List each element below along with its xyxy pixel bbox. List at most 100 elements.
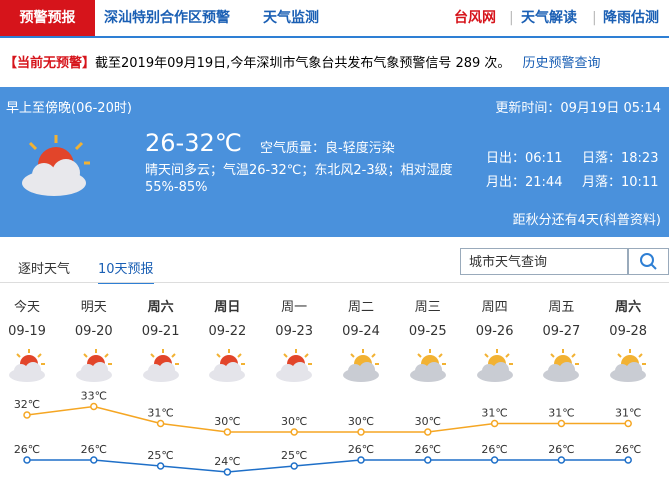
low-label: 26℃ bbox=[415, 443, 441, 456]
sun-ray bbox=[304, 353, 309, 358]
cloud bbox=[425, 362, 442, 378]
today-panel: 早上至傍晚(06-20时) 更新时间：09月19日 05:14 26-32℃ 空… bbox=[0, 87, 669, 237]
period: 早上至傍晚(06-20时) bbox=[6, 101, 132, 116]
low-label: 25℃ bbox=[281, 449, 307, 462]
weather-icon bbox=[9, 349, 45, 382]
nav-tab[interactable]: 台风网 bbox=[454, 10, 496, 26]
day-name: 周四 bbox=[481, 300, 508, 315]
low-label: 26℃ bbox=[548, 443, 574, 456]
day-name: 周日 bbox=[214, 300, 241, 315]
tab-active[interactable]: 10天预报 bbox=[98, 258, 154, 284]
nav-tab[interactable]: 降雨估测 bbox=[603, 10, 659, 26]
temp-range: 26-32℃ bbox=[145, 129, 242, 157]
high-line bbox=[26, 405, 629, 433]
search-input[interactable]: 城市天气查询 bbox=[460, 248, 628, 275]
low-point bbox=[490, 456, 499, 464]
high-point bbox=[557, 419, 566, 428]
sun-ray bbox=[417, 353, 422, 358]
cloud bbox=[359, 362, 375, 378]
low-point bbox=[23, 456, 31, 464]
weather-icon bbox=[543, 349, 580, 382]
moonset: 月落：10:11 bbox=[582, 175, 659, 190]
cloud bbox=[492, 362, 509, 378]
high-label: 33℃ bbox=[81, 390, 107, 403]
cloud bbox=[481, 364, 496, 378]
sun-ray bbox=[438, 353, 443, 358]
sun-ray bbox=[483, 353, 489, 358]
low-label: 26℃ bbox=[14, 443, 40, 456]
cloud bbox=[147, 364, 162, 378]
sun-ray bbox=[16, 353, 21, 358]
high-label: 31℃ bbox=[481, 407, 507, 420]
nav-tab[interactable]: 天气监测 bbox=[263, 10, 319, 26]
date: 09-19 bbox=[8, 324, 46, 339]
weather-icon bbox=[343, 349, 379, 382]
high-point bbox=[424, 428, 432, 436]
history-link[interactable]: 历史预警查询 bbox=[522, 56, 601, 71]
search-button[interactable] bbox=[628, 248, 669, 275]
sun-ray bbox=[371, 353, 376, 358]
date: 09-24 bbox=[342, 324, 380, 339]
low-label: 26℃ bbox=[348, 443, 374, 456]
low-point bbox=[290, 462, 298, 470]
day-name: 周一 bbox=[281, 300, 308, 315]
high-point bbox=[23, 411, 31, 419]
high-label: 31℃ bbox=[615, 407, 641, 420]
cloud bbox=[615, 364, 630, 378]
high-point bbox=[624, 419, 632, 428]
solar-term[interactable]: 距秋分还有4天(科普资料) bbox=[512, 213, 661, 228]
low-label: 26℃ bbox=[615, 443, 641, 456]
sun-ray bbox=[149, 353, 155, 358]
high-point bbox=[90, 402, 98, 411]
cloud bbox=[559, 362, 576, 378]
low-point bbox=[424, 456, 432, 464]
notice: 【当前无预警】截至2019年09月19日,今年深圳市气象台共发布气象预警信号 2… bbox=[4, 52, 601, 71]
high-point bbox=[290, 428, 298, 436]
low-label: 25℃ bbox=[147, 449, 173, 462]
high-label: 31℃ bbox=[548, 407, 574, 420]
sun-ray bbox=[350, 353, 355, 358]
sun-ray bbox=[617, 353, 622, 358]
nav-tab[interactable]: 预警预报 bbox=[0, 0, 95, 36]
weather-icon bbox=[75, 349, 112, 382]
sun-ray bbox=[504, 353, 510, 358]
cloud bbox=[548, 364, 563, 378]
warning-status: 【当前无预警】 bbox=[4, 56, 96, 71]
high-label: 30℃ bbox=[415, 415, 441, 428]
day-name: 周二 bbox=[347, 300, 374, 315]
day-name: 周三 bbox=[414, 300, 441, 315]
tab[interactable]: 逐时天气 bbox=[18, 262, 71, 277]
high-label: 32℃ bbox=[14, 398, 40, 411]
sun-ray bbox=[237, 353, 243, 358]
cloud bbox=[14, 364, 28, 378]
nav-tab[interactable]: 天气解读 bbox=[521, 10, 577, 26]
date: 09-28 bbox=[609, 324, 648, 339]
sun-ray bbox=[170, 353, 176, 358]
sun-ray bbox=[638, 353, 643, 358]
moonrise: 月出：21:44 bbox=[486, 175, 563, 190]
date: 09-23 bbox=[275, 324, 314, 339]
low-point bbox=[557, 456, 566, 464]
high-label: 30℃ bbox=[281, 415, 307, 428]
high-point bbox=[156, 419, 165, 428]
sunrise: 日出：06:11 bbox=[486, 151, 563, 166]
weather-icon bbox=[276, 349, 313, 382]
weather-icon bbox=[209, 349, 246, 382]
low-point bbox=[223, 468, 232, 476]
date: 09-26 bbox=[475, 324, 514, 339]
sun-ray bbox=[283, 353, 288, 358]
high-label: 31℃ bbox=[147, 407, 173, 420]
cloud bbox=[292, 362, 309, 378]
weather-icon bbox=[22, 135, 90, 196]
nav-tab[interactable]: 深汕特别合作区预警 bbox=[104, 10, 230, 26]
sun-ray bbox=[550, 353, 556, 358]
low-point bbox=[90, 456, 98, 464]
high-label: 30℃ bbox=[214, 415, 240, 428]
temp-chart: 32℃ 33℃ 31℃ 30℃ 30℃ 30℃ 30℃ 31℃ 31℃ 31℃ 26℃ 26℃ 25℃ 2… bbox=[14, 390, 641, 476]
separator: | bbox=[592, 10, 597, 26]
date: 09-21 bbox=[141, 324, 180, 339]
top-nav: 预警预报 深汕特别合作区预警 天气监测 台风网 | 天气解读 | 降雨估测 bbox=[0, 0, 669, 38]
cloud bbox=[91, 362, 108, 378]
low-label: 26℃ bbox=[481, 443, 507, 456]
